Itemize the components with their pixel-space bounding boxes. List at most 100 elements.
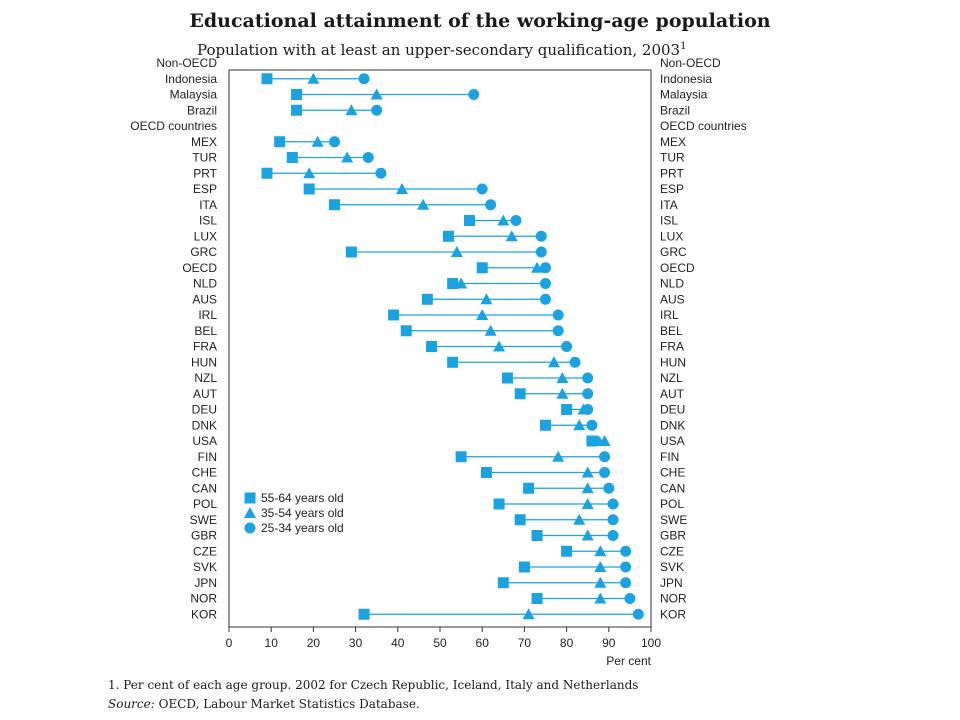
marker-55-64 (514, 514, 526, 526)
x-tick-label: 10 (265, 636, 279, 650)
marker-55-64 (329, 199, 340, 211)
row-label-left: Indonesia (165, 72, 217, 86)
marker-55-64 (540, 419, 551, 431)
row-label-left: SWE (190, 513, 217, 527)
marker-35-54 (556, 372, 569, 383)
row-label-right: IRL (660, 308, 679, 322)
chart-title: Educational attainment of the working-ag… (189, 10, 771, 32)
row-label-left: NZL (194, 371, 217, 385)
legend-marker (244, 522, 256, 534)
marker-35-54 (480, 293, 493, 305)
marker-55-64 (531, 530, 543, 541)
marker-25-34 (607, 530, 619, 541)
row-label-left: LUX (194, 229, 217, 243)
row-irl: IRL IRL (198, 308, 679, 322)
row-label-right: FIN (660, 450, 679, 464)
x-tick-label: 90 (602, 636, 616, 650)
marker-25-34 (620, 577, 632, 589)
marker-35-54 (594, 592, 607, 604)
row-label-right: ESP (660, 182, 684, 196)
marker-35-54 (307, 72, 320, 84)
legend-marker (244, 507, 256, 518)
row-nld: NLD NLD (193, 277, 684, 291)
row-fra: FRA FRA (193, 340, 684, 354)
row-label-left: SVK (193, 560, 217, 574)
marker-55-64 (518, 561, 530, 573)
x-axis-label: Per cent (606, 654, 651, 668)
marker-55-64 (291, 89, 303, 100)
row-mex: MEX MEX (191, 135, 686, 149)
row-label-right: POL (660, 497, 684, 511)
marker-25-34 (607, 514, 619, 526)
marker-35-54 (370, 88, 383, 100)
marker-25-34 (476, 183, 488, 195)
legend-label: 55-64 years old (261, 491, 344, 505)
row-label-right: CAN (660, 481, 685, 495)
legend-marker (244, 492, 256, 504)
marker-55-64 (561, 545, 573, 557)
row-label-right: TUR (660, 151, 685, 165)
marker-55-64 (442, 230, 454, 242)
marker-25-34 (561, 341, 573, 352)
marker-55-64 (455, 451, 467, 463)
marker-35-54 (303, 167, 316, 179)
marker-35-54 (505, 230, 518, 242)
row-label-left: ESP (193, 182, 217, 196)
row-label-right: CZE (660, 544, 684, 558)
row-gbr: GBR GBR (191, 529, 686, 543)
marker-35-54 (573, 419, 586, 431)
marker-25-34 (552, 309, 564, 321)
row-dnk: DNK DNK (192, 418, 686, 432)
row-label-left: CHE (192, 466, 217, 480)
marker-25-34 (540, 262, 551, 274)
marker-25-34 (586, 419, 598, 431)
marker-35-54 (581, 498, 594, 509)
row-bel: BEL BEL (194, 324, 683, 338)
marker-35-54 (476, 309, 489, 320)
marker-25-34 (485, 199, 497, 211)
row-label-left: JPN (194, 576, 217, 590)
footnote: 1. Per cent of each age group. 2002 for … (108, 678, 639, 692)
marker-25-34 (603, 482, 615, 494)
legend-label: 35-54 years old (261, 506, 344, 520)
marker-35-54 (581, 482, 594, 494)
subtitle-text: Population with at least an upper-second… (197, 41, 681, 59)
marker-55-64 (514, 388, 526, 400)
row-label-left: CZE (193, 544, 217, 558)
marker-55-64 (286, 152, 298, 163)
marker-25-34 (371, 104, 383, 116)
x-tick-label: 80 (560, 636, 574, 650)
marker-55-64 (447, 356, 459, 368)
row-isl: ISL ISL (199, 214, 678, 228)
marker-55-64 (345, 246, 357, 258)
marker-55-64 (497, 577, 509, 589)
marker-35-54 (594, 545, 607, 557)
marker-55-64 (531, 593, 543, 604)
marker-55-64 (358, 608, 370, 620)
row-kor: KOR KOR (191, 607, 686, 621)
marker-55-64 (291, 104, 303, 116)
marker-55-64 (561, 404, 573, 415)
footnote-mark: 1 (680, 41, 687, 52)
row-label-right: BEL (660, 324, 683, 338)
row-pol: POL POL (193, 497, 684, 511)
row-aus: AUS AUS (192, 292, 684, 306)
row-label-left: TUR (192, 151, 217, 165)
row-hun: HUN HUN (191, 355, 686, 369)
row-label-left: PRT (193, 166, 217, 180)
row-label-right: Indonesia (660, 72, 712, 86)
marker-25-34 (569, 356, 581, 368)
row-oecd-countries: OECD countries OECD countries (130, 119, 746, 133)
row-can: CAN CAN (192, 481, 686, 495)
marker-55-64 (303, 183, 315, 195)
row-label-right: KOR (660, 607, 686, 621)
marker-35-54 (598, 435, 611, 446)
marker-55-64 (426, 341, 438, 352)
marker-25-34 (362, 152, 374, 163)
marker-25-34 (510, 215, 522, 226)
marker-25-34 (624, 593, 636, 604)
marker-25-34 (599, 467, 611, 478)
marker-25-34 (632, 608, 644, 620)
row-nor: NOR NOR (190, 592, 687, 606)
